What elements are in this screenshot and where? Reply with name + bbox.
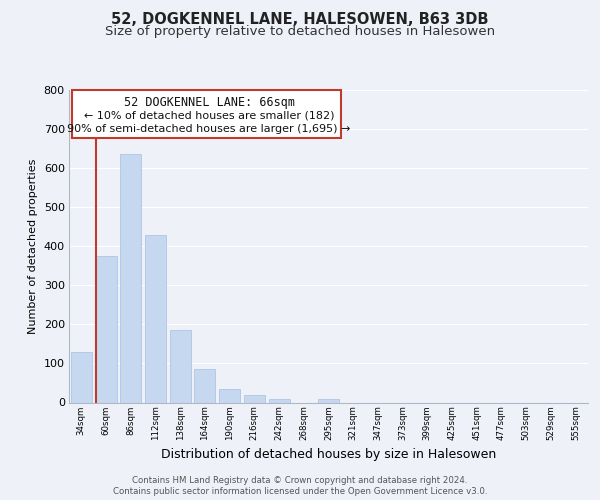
- Bar: [318, 398, 339, 402]
- Text: 90% of semi-detached houses are larger (1,695) →: 90% of semi-detached houses are larger (…: [67, 124, 351, 134]
- Bar: [95, 256, 116, 402]
- Bar: [71, 352, 92, 403]
- Bar: [269, 400, 290, 402]
- Text: Contains HM Land Registry data © Crown copyright and database right 2024.: Contains HM Land Registry data © Crown c…: [132, 476, 468, 485]
- Text: 52, DOGKENNEL LANE, HALESOWEN, B63 3DB: 52, DOGKENNEL LANE, HALESOWEN, B63 3DB: [111, 12, 489, 28]
- Text: 52 DOGKENNEL LANE: 66sqm: 52 DOGKENNEL LANE: 66sqm: [124, 96, 295, 109]
- X-axis label: Distribution of detached houses by size in Halesowen: Distribution of detached houses by size …: [161, 448, 496, 462]
- Text: ← 10% of detached houses are smaller (182): ← 10% of detached houses are smaller (18…: [84, 110, 334, 120]
- Bar: [194, 370, 215, 402]
- FancyBboxPatch shape: [71, 90, 341, 138]
- Text: Size of property relative to detached houses in Halesowen: Size of property relative to detached ho…: [105, 25, 495, 38]
- Y-axis label: Number of detached properties: Number of detached properties: [28, 158, 38, 334]
- Bar: [219, 389, 240, 402]
- Bar: [145, 234, 166, 402]
- Bar: [120, 154, 141, 402]
- Bar: [170, 330, 191, 402]
- Text: Contains public sector information licensed under the Open Government Licence v3: Contains public sector information licen…: [113, 487, 487, 496]
- Bar: [244, 396, 265, 402]
